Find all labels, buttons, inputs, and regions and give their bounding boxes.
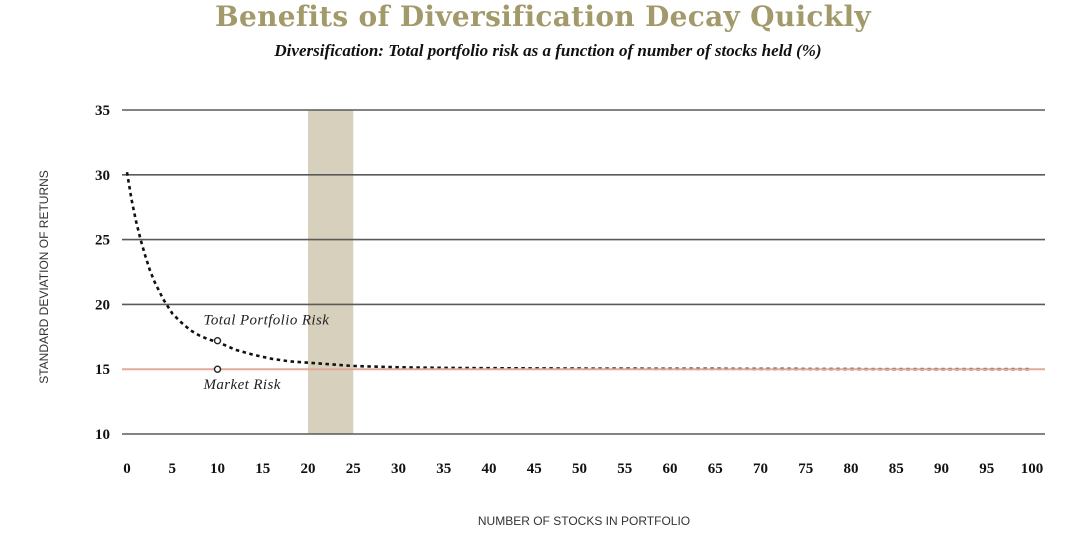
market-risk-label: Market Risk <box>203 377 281 393</box>
x-tick-label: 35 <box>436 461 451 477</box>
x-tick-label: 10 <box>210 461 225 477</box>
total-portfolio-risk-label: Total Portfolio Risk <box>204 313 330 329</box>
market-risk-marker <box>213 365 222 373</box>
x-tick-label: 40 <box>482 461 497 477</box>
x-tick-label: 20 <box>301 461 316 477</box>
x-tick-label: 90 <box>934 461 949 477</box>
x-axis-label: NUMBER OF STOCKS IN PORTFOLIO <box>478 514 690 528</box>
x-tick-label: 45 <box>527 461 542 477</box>
x-tick-label: 75 <box>798 461 813 477</box>
y-tick-label: 10 <box>95 427 110 443</box>
total-risk-marker <box>213 336 222 345</box>
x-tick-label: 25 <box>346 461 361 477</box>
chart-subtitle: Diversification: Total portfolio risk as… <box>274 41 822 60</box>
highlight-band <box>308 110 354 434</box>
y-tick-label: 35 <box>95 103 110 119</box>
x-tick-label: 30 <box>391 461 406 477</box>
chart-title: Benefits of Diversification Decay Quickl… <box>215 0 871 33</box>
x-tick-label: 15 <box>255 461 270 477</box>
series-line-total-portfolio-risk <box>125 171 1032 371</box>
y-tick-label: 20 <box>95 297 110 313</box>
y-tick-label: 25 <box>95 233 110 249</box>
x-tick-label: 70 <box>753 461 768 477</box>
x-tick-label: 5 <box>169 461 177 477</box>
x-tick-label: 60 <box>663 461 678 477</box>
x-tick-label: 50 <box>572 461 587 477</box>
y-tick-label: 30 <box>95 168 110 184</box>
y-axis-label: STANDARD DEVIATION OF RETURNS <box>37 170 51 384</box>
x-tick-label: 0 <box>123 461 131 477</box>
x-tick-label: 55 <box>617 461 632 477</box>
x-tick-label: 100 <box>1021 461 1044 477</box>
x-tick-label: 95 <box>979 461 994 477</box>
x-tick-label: 80 <box>844 461 859 477</box>
x-tick-label: 85 <box>889 461 904 477</box>
y-tick-label: 15 <box>95 362 110 378</box>
x-tick-label: 65 <box>708 461 723 477</box>
